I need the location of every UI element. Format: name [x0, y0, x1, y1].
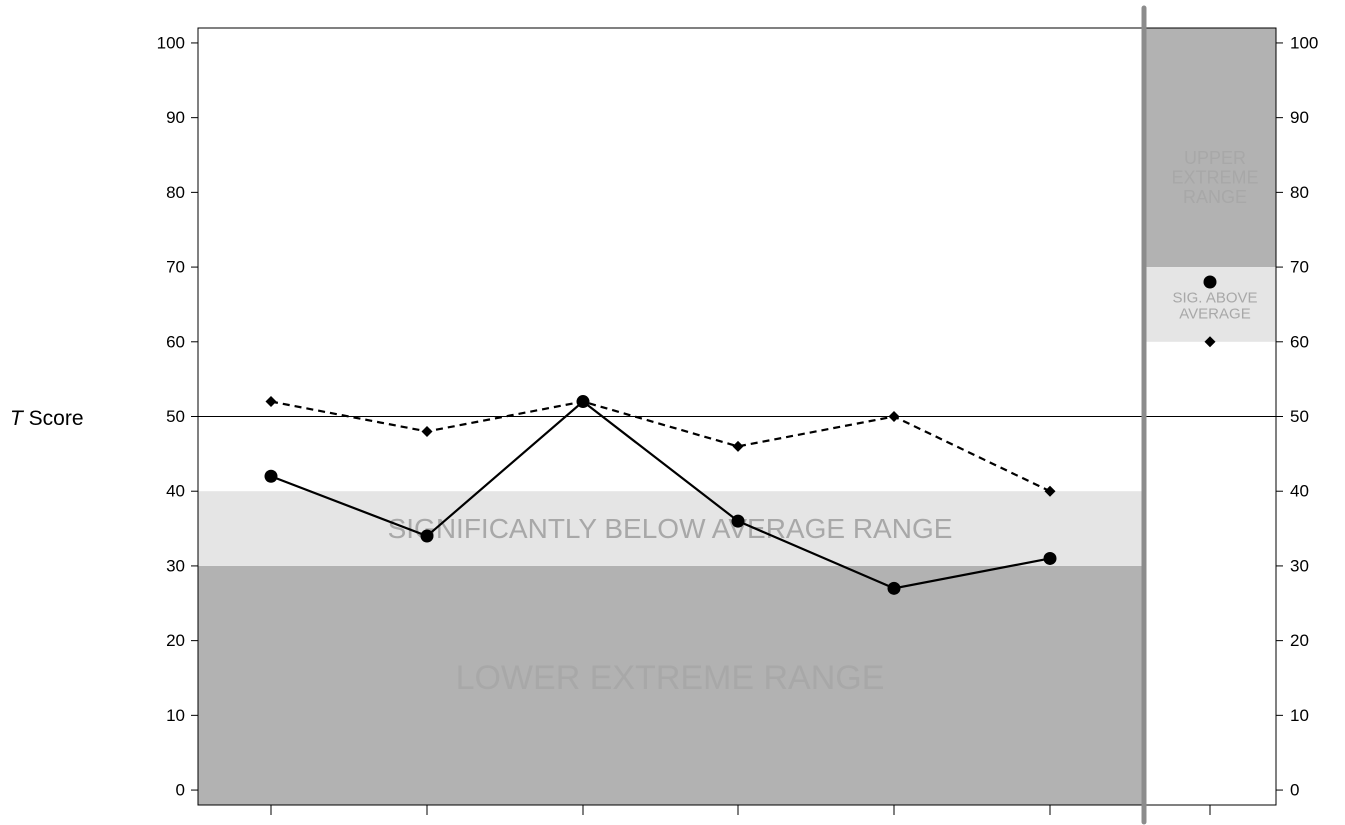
series-2-point — [265, 396, 277, 408]
series-2-point — [1044, 485, 1056, 497]
series-2-line — [270, 400, 1051, 493]
band-significantly-below — [198, 491, 1142, 566]
y-tick-label-left: 100 — [157, 33, 185, 52]
range-bands — [198, 28, 1276, 805]
side-point-circle — [1203, 275, 1217, 289]
y-tick-label-left: 0 — [176, 781, 185, 800]
y-tick-label-left: 60 — [166, 332, 185, 351]
y-tick-label-left: 10 — [166, 706, 185, 725]
y-tick-label-right: 0 — [1290, 781, 1299, 800]
y-tick-label-right: 70 — [1290, 258, 1309, 277]
y-tick-label-left: 50 — [166, 407, 185, 426]
y-tick-label-left: 20 — [166, 631, 185, 650]
band-lower-extreme — [198, 565, 1142, 805]
series-2-point — [577, 396, 589, 408]
series-layer — [264, 275, 1217, 595]
side-band-label-line: RANGE — [1183, 187, 1247, 207]
y-tick-label-right: 30 — [1290, 556, 1309, 575]
series-1-point — [1043, 551, 1057, 565]
side-band-label-line: UPPER — [1184, 148, 1246, 168]
y-tick-label-right: 40 — [1290, 482, 1309, 501]
y-tick-label-right: 50 — [1290, 407, 1309, 426]
y-tick-label-left: 90 — [166, 108, 185, 127]
series-1-point — [887, 581, 901, 595]
side-band-label-line: SIG. ABOVE — [1172, 289, 1257, 306]
y-tick-label-left: 40 — [166, 482, 185, 501]
series-2-point — [732, 440, 744, 452]
side-band-label-line: EXTREME — [1171, 167, 1258, 187]
band-label-significantly-below: SIGNIFICANTLY BELOW AVERAGE RANGE — [388, 513, 953, 544]
side-point-diamond — [1204, 336, 1216, 348]
range-band-labels: LOWER EXTREME RANGE SIGNIFICANTLY BELOW A… — [388, 148, 1259, 697]
series-1-point — [731, 514, 745, 528]
y-tick-label-right: 10 — [1290, 706, 1309, 725]
y-tick-label-right: 80 — [1290, 183, 1309, 202]
y-axis-label: T Score — [10, 407, 84, 430]
side-band-upper-extreme — [1146, 28, 1276, 268]
series-2-point — [888, 411, 900, 422]
y-tick-label-left: 80 — [166, 183, 185, 202]
y-tick-label-right: 100 — [1290, 33, 1318, 52]
y-tick-label-left: 70 — [166, 258, 185, 277]
y-axis-label-rest: Score — [23, 407, 84, 430]
side-band-label-line: AVERAGE — [1179, 306, 1250, 323]
y-tick-label-right: 60 — [1290, 332, 1309, 351]
y-tick-label-left: 30 — [166, 556, 185, 575]
series-2-point — [421, 425, 433, 437]
y-tick-label-right: 20 — [1290, 631, 1309, 650]
series-1-point — [264, 469, 278, 483]
axes: 0 0 10 10 20 20 30 30 40 40 50 50 60 60 70 70 80 80 90 90 10… — [157, 33, 1318, 815]
series-1-point — [420, 529, 434, 543]
y-axis-label-italic: T — [10, 407, 25, 430]
y-tick-label-right: 90 — [1290, 108, 1309, 127]
band-label-lower-extreme: LOWER EXTREME RANGE — [456, 659, 885, 697]
series-1-line — [270, 400, 1051, 590]
